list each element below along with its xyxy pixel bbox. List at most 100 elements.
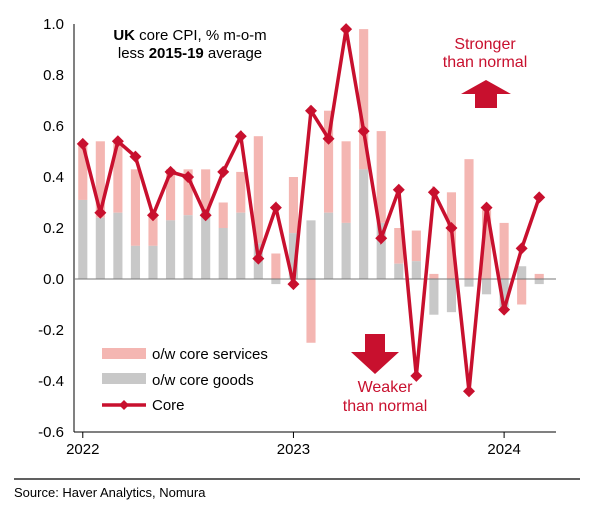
goods-bars (78, 169, 544, 315)
core-markers (76, 23, 546, 398)
goods-bar (411, 261, 421, 279)
goods-bar (429, 279, 439, 315)
y-tick-label: -0.4 (38, 373, 64, 390)
goods-bar (376, 222, 386, 279)
source-note: Source: Haver Analytics, Nomura (14, 485, 206, 500)
goods-bar (201, 210, 211, 279)
up-arrow-icon (461, 80, 511, 108)
core-point (287, 278, 300, 291)
core-point (357, 125, 370, 138)
goods-bar (218, 228, 228, 279)
services-bar (323, 110, 334, 213)
services-bar (464, 159, 474, 279)
goods-bar (306, 220, 316, 279)
core-point (305, 104, 317, 117)
services-bar (306, 279, 316, 343)
weaker-label-line1: Weaker (358, 379, 414, 396)
core-point (445, 222, 458, 234)
legend-label-goods: o/w core goods (152, 372, 254, 389)
core-point (340, 23, 353, 36)
core-point (375, 232, 388, 245)
y-tick-label: 0.4 (43, 169, 64, 186)
core-point (427, 186, 440, 199)
services-bar (148, 215, 158, 246)
goods-bar (517, 266, 527, 279)
goods-bar (341, 222, 351, 279)
core-point (147, 209, 159, 222)
down-arrow-icon (351, 334, 399, 374)
core-point (322, 132, 335, 145)
legend-label-core: Core (152, 397, 185, 414)
x-tick-label: 2022 (66, 441, 99, 458)
goods-bar (288, 233, 299, 279)
services-bar (95, 141, 105, 218)
y-tick-label: 0.2 (43, 220, 64, 237)
goods-bar (481, 279, 492, 295)
stronger-label-line1: Stronger (454, 36, 516, 53)
core-point (129, 150, 142, 163)
x-tick-label: 2023 (277, 441, 310, 458)
services-bar (236, 171, 246, 213)
legend-swatch-goods (102, 373, 146, 384)
goods-bar (271, 279, 281, 285)
goods-bar (130, 245, 141, 279)
core-point (410, 369, 423, 382)
goods-bar (499, 279, 509, 308)
weaker-label-line2: than normal (343, 398, 428, 415)
core-point (480, 201, 493, 214)
chart-title-line2: less 2015-19 average (118, 45, 262, 62)
core-point (252, 252, 265, 265)
core-point (164, 165, 177, 178)
goods-bar (323, 212, 334, 279)
services-bar (429, 273, 439, 279)
core-point (94, 206, 107, 219)
services-bar (517, 279, 527, 305)
goods-bar (464, 279, 474, 287)
core-point (217, 165, 230, 178)
core-point (498, 303, 511, 316)
core-point (199, 209, 212, 222)
legend-swatch-core-marker (119, 400, 129, 410)
y-tick-label: -0.2 (38, 322, 64, 339)
core-point (111, 135, 124, 148)
core-point (463, 385, 475, 398)
services-bar (376, 131, 386, 223)
goods-bar (183, 215, 193, 279)
goods-bar (394, 263, 404, 279)
services-bar (481, 210, 492, 279)
goods-bar (359, 169, 369, 279)
chart-title-line1: UK core CPI, % m-o-m (113, 27, 266, 44)
y-tick-labels: 1.0 0.8 0.6 0.4 0.2 0.0 -0.2 -0.4 -0.6 (38, 16, 64, 441)
core-point (182, 171, 195, 183)
legend-label-services: o/w core services (152, 346, 268, 363)
y-tick-label: 0.6 (43, 118, 64, 135)
services-bar (201, 169, 211, 211)
services-bar (394, 228, 404, 264)
core-point (234, 130, 247, 143)
services-bar (271, 253, 281, 279)
services-bar (113, 141, 123, 213)
core-point (76, 137, 89, 150)
core-point (392, 183, 405, 196)
goods-bar (148, 245, 158, 279)
services-bar (499, 222, 509, 279)
stronger-label-line2: than normal (443, 54, 528, 71)
services-bar (253, 136, 263, 244)
services-bar (341, 141, 351, 223)
services-bar (411, 230, 421, 262)
core-point (269, 201, 282, 214)
goods-bar (165, 220, 176, 279)
legend-swatch-services (102, 348, 146, 359)
y-tick-label: 0.0 (43, 271, 64, 288)
services-bar (218, 202, 228, 228)
core-point (533, 191, 546, 204)
services-bars (78, 29, 544, 343)
services-bar (288, 177, 299, 234)
goods-bar (95, 217, 105, 279)
core-point (515, 242, 528, 255)
goods-bar (78, 199, 88, 279)
services-bar (183, 169, 193, 216)
services-bar (78, 143, 88, 200)
